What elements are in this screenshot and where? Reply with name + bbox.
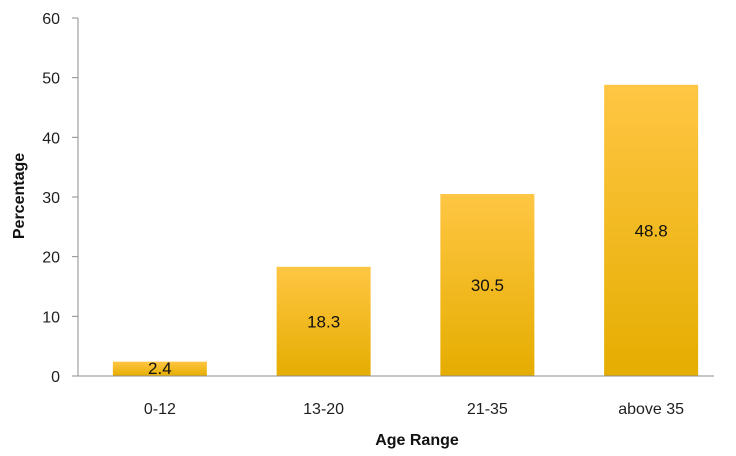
x-tick-label: 21-35 [467, 401, 508, 418]
y-tick-label: 20 [42, 250, 60, 267]
bar [112, 361, 207, 376]
y-tick-label: 40 [42, 130, 60, 147]
y-axis-title: Percentage [11, 153, 28, 239]
bar [604, 84, 699, 377]
data-label: 18.3 [307, 312, 340, 331]
y-tick-label: 30 [42, 190, 60, 207]
bar [276, 266, 371, 376]
axis-layer [72, 17, 714, 377]
bar [440, 194, 535, 376]
x-tick-label: above 35 [618, 401, 684, 418]
y-tick-label: 10 [42, 309, 60, 326]
y-tick-label: 50 [42, 71, 60, 88]
data-label: 48.8 [635, 221, 668, 240]
data-label: 30.5 [471, 276, 504, 295]
x-tick-label: 0-12 [144, 401, 176, 418]
data-label: 2.4 [148, 359, 172, 378]
labels-layer: 0 10 20 30 40 50 60 0-12 2.4 13-20 18.3 21-35 30.5 ab… [42, 11, 684, 418]
bars-layer [112, 84, 699, 377]
x-tick-label: 13-20 [303, 401, 344, 418]
y-tick-label: 60 [42, 11, 60, 28]
y-tick-label: 0 [51, 369, 60, 386]
x-axis-title: Age Range [375, 432, 459, 449]
